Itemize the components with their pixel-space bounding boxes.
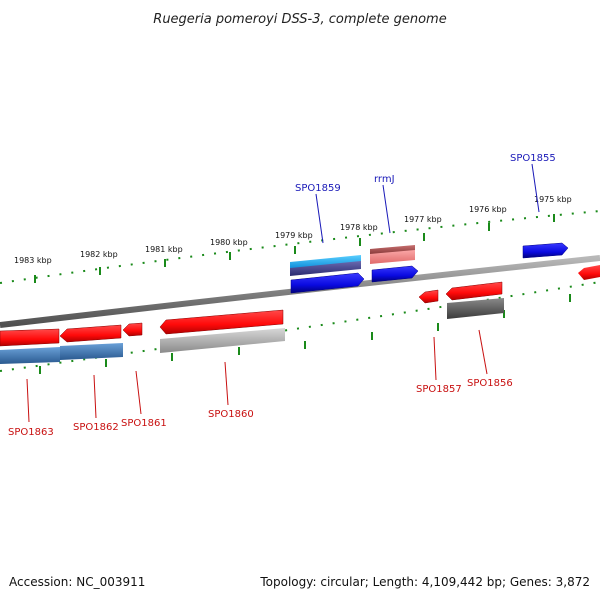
tick-label: 1977 kbp <box>404 215 442 224</box>
tick-label: 1980 kbp <box>210 238 248 247</box>
gene-label[interactable]: rrmJ <box>374 174 395 185</box>
leader-line-SPO1856 <box>478 329 488 375</box>
tick-label: 1976 kbp <box>469 205 507 214</box>
leader-line-SPO1859 <box>315 193 324 244</box>
feature-SPO1856-band[interactable] <box>447 298 504 319</box>
feature-SPO1855[interactable] <box>522 242 569 259</box>
gene-label[interactable]: SPO1857 <box>416 384 462 395</box>
tick-label: 1975 kbp <box>534 195 572 204</box>
leader-line-rrmJ <box>382 184 391 234</box>
map-title: Ruegeria pomeroyi DSS-3, complete genome <box>153 12 446 27</box>
gene-label[interactable]: SPO1860 <box>208 409 254 420</box>
feature-SPO1856[interactable] <box>445 281 503 301</box>
outer-scale <box>0 210 600 284</box>
outer-scale-line <box>0 210 600 284</box>
inner-scale <box>0 281 600 372</box>
tick-label: 1981 kbp <box>145 245 183 254</box>
feature-SPO1859-cyan[interactable] <box>290 255 361 269</box>
inner-ticks <box>39 294 571 374</box>
leader-line-SPO1855 <box>531 163 540 213</box>
feature-rrmJ[interactable] <box>371 265 419 283</box>
feature-SPO1860-band[interactable] <box>160 328 285 353</box>
feature-right-edge[interactable] <box>578 265 600 280</box>
tick-label: 1979 kbp <box>275 231 313 240</box>
gene-label[interactable]: SPO1861 <box>121 418 167 429</box>
gene-label[interactable]: SPO1862 <box>73 422 119 433</box>
feature-SPO1859[interactable] <box>290 272 365 294</box>
feature-rrmJ-band[interactable] <box>370 245 415 254</box>
feature-SPO1863-band[interactable] <box>0 347 60 364</box>
feature-SPO1862-band[interactable] <box>60 343 123 360</box>
inner-scale-line <box>0 281 600 372</box>
gene-labels: SPO1855 rrmJ SPO1859 SPO1856 SPO1857 SPO… <box>8 153 556 438</box>
leader-lines <box>26 163 540 423</box>
feature-SPO1860[interactable] <box>159 309 284 335</box>
tick-labels: 1975 kbp 1976 kbp 1977 kbp 1978 kbp 1979… <box>14 195 572 265</box>
feature-SPO1863[interactable] <box>0 328 60 347</box>
accession-text: Accession: NC_003911 <box>9 575 146 589</box>
outer-ticks <box>34 214 555 283</box>
feature-SPO1861[interactable] <box>122 322 143 337</box>
tick-label: 1978 kbp <box>340 223 378 232</box>
forward-features[interactable] <box>290 242 569 294</box>
gene-label[interactable]: SPO1863 <box>8 427 54 438</box>
feature-SPO1857[interactable] <box>418 289 439 304</box>
tick-label: 1983 kbp <box>14 256 52 265</box>
leader-line-SPO1857 <box>433 336 437 381</box>
gene-label[interactable]: SPO1855 <box>510 153 556 164</box>
tick-label: 1982 kbp <box>80 250 118 259</box>
genome-summary-text: Topology: circular; Length: 4,109,442 bp… <box>260 575 590 589</box>
gene-label[interactable]: SPO1859 <box>295 183 341 194</box>
leader-line-SPO1860 <box>224 361 229 406</box>
reverse-features[interactable] <box>0 265 600 364</box>
feature-SPO1862[interactable] <box>59 324 122 343</box>
leader-line-SPO1863 <box>26 378 30 423</box>
leader-line-SPO1862 <box>93 374 97 419</box>
gene-label[interactable]: SPO1856 <box>467 378 513 389</box>
feature-SPO1859-navy[interactable] <box>290 261 361 276</box>
leader-line-SPO1861 <box>135 370 142 415</box>
